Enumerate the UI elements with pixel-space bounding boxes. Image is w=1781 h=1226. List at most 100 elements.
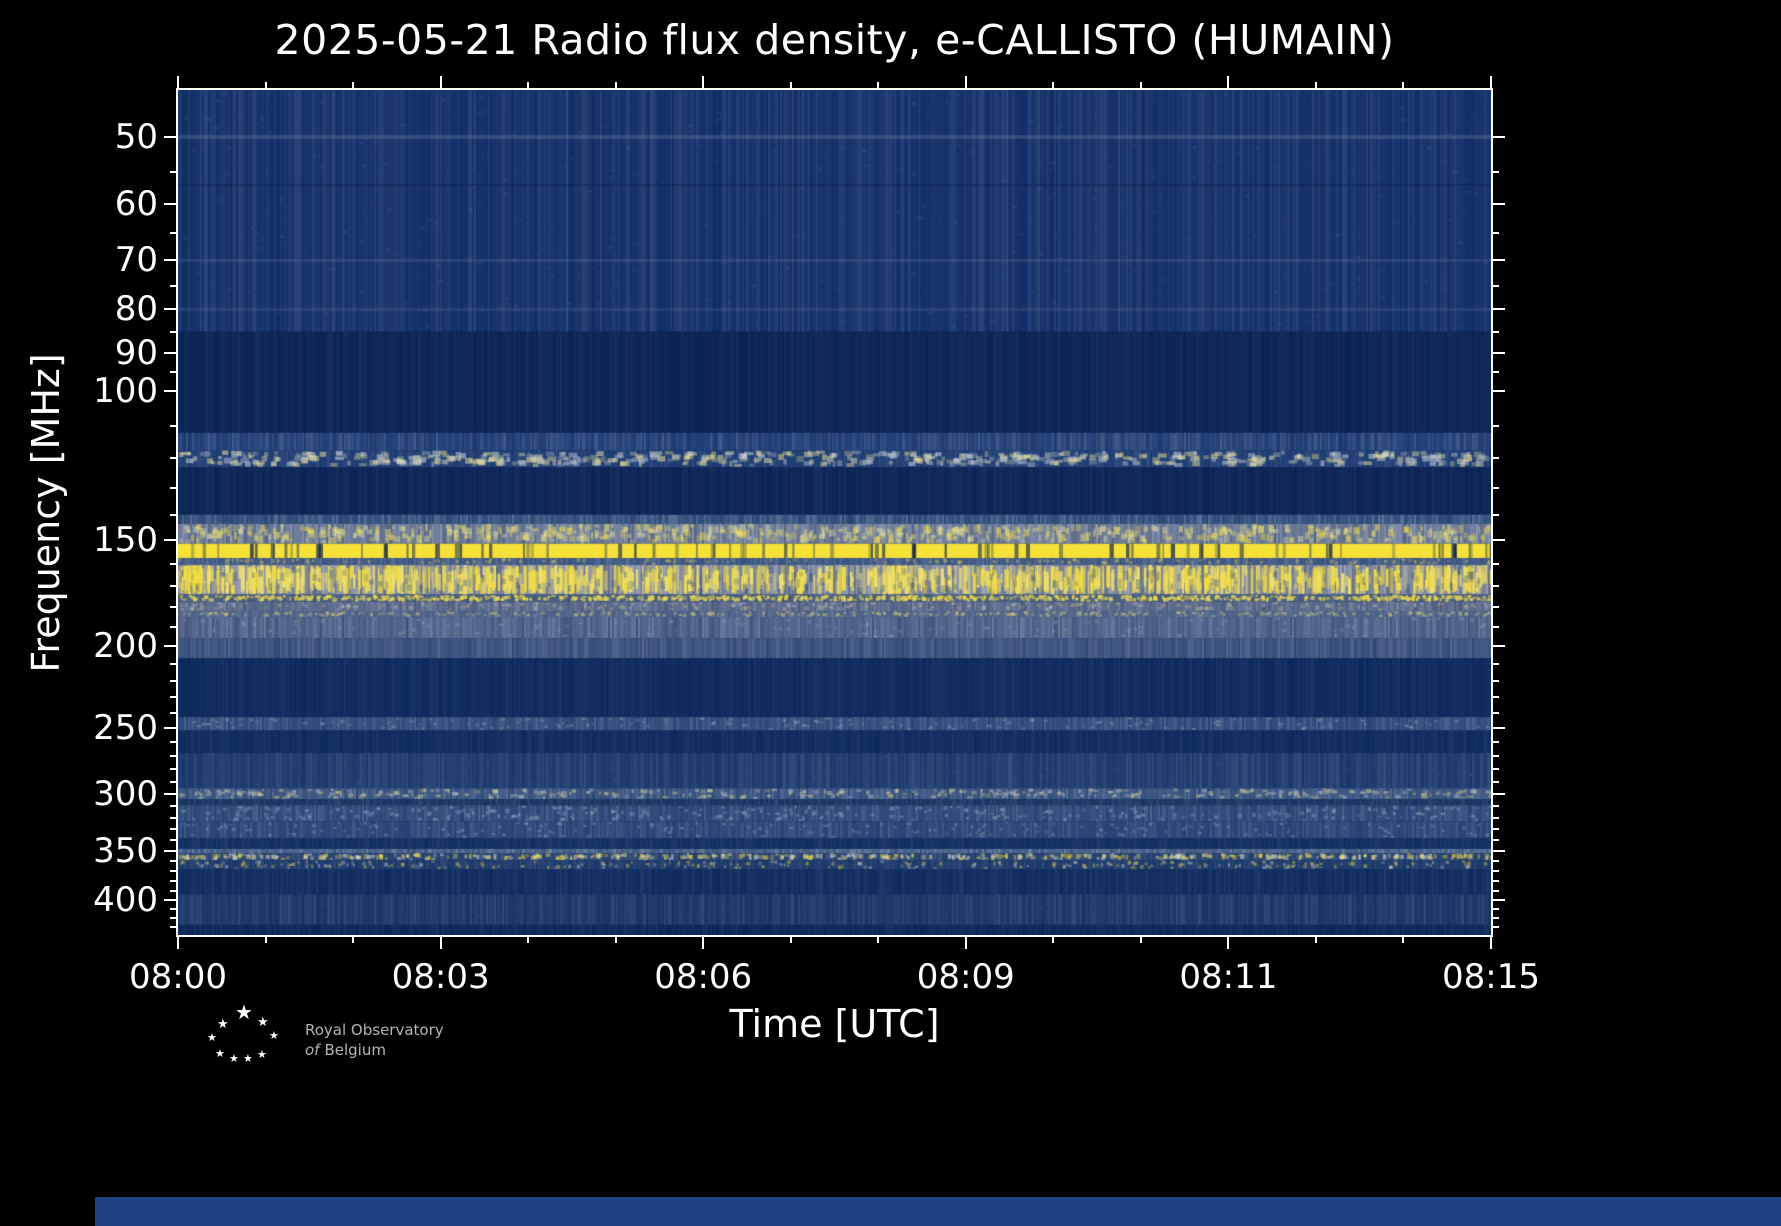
star-icon: ★ <box>235 1002 253 1022</box>
axis-tick <box>1491 768 1499 770</box>
x-tick-label: 08:00 <box>98 957 258 997</box>
axis-tick <box>1491 781 1499 783</box>
axis-tick <box>877 935 879 943</box>
axis-tick <box>1491 585 1499 587</box>
axis-tick <box>965 935 967 949</box>
y-tick-label: 80 <box>0 289 158 329</box>
axis-tick <box>1227 935 1229 949</box>
y-tick-label: 90 <box>0 333 158 373</box>
axis-tick <box>170 839 178 841</box>
x-tick-label: 08:03 <box>361 957 521 997</box>
axis-tick <box>1491 457 1499 459</box>
star-icon: ★ <box>257 1049 267 1060</box>
star-icon: ★ <box>215 1048 225 1059</box>
axis-tick <box>352 935 354 943</box>
spectrogram-canvas <box>178 90 1491 935</box>
axis-tick <box>1491 308 1505 310</box>
axis-tick <box>265 82 267 90</box>
axis-tick <box>1491 285 1499 287</box>
axis-tick <box>170 917 178 919</box>
axis-tick <box>170 828 178 830</box>
axis-tick <box>1490 935 1492 949</box>
axis-tick <box>170 741 178 743</box>
star-icon: ★ <box>229 1053 239 1064</box>
star-icon: ★ <box>207 1032 217 1043</box>
axis-tick <box>170 563 178 565</box>
axis-tick <box>170 663 178 665</box>
axis-tick <box>170 860 178 862</box>
axis-tick <box>1491 839 1499 841</box>
axis-tick <box>170 606 178 608</box>
star-icon: ★ <box>269 1030 279 1041</box>
axis-tick <box>170 487 178 489</box>
axis-tick <box>1491 899 1505 901</box>
axis-tick <box>1491 917 1499 919</box>
y-tick-label: 70 <box>0 240 158 280</box>
axis-tick <box>1491 696 1499 698</box>
axis-tick <box>164 259 178 261</box>
axis-tick <box>164 539 178 541</box>
axis-tick <box>1491 425 1499 427</box>
axis-tick <box>877 82 879 90</box>
axis-tick <box>1491 203 1505 205</box>
axis-tick <box>1491 371 1499 373</box>
axis-tick <box>1491 259 1505 261</box>
y-tick-label: 60 <box>0 184 158 224</box>
axis-tick <box>527 82 529 90</box>
axis-tick <box>170 768 178 770</box>
axis-tick <box>170 285 178 287</box>
axis-tick <box>1491 828 1499 830</box>
axis-tick <box>164 136 178 138</box>
axis-tick <box>965 76 967 90</box>
axis-tick <box>170 425 178 427</box>
axis-tick <box>1491 487 1499 489</box>
axis-tick <box>1491 514 1499 516</box>
rob-org-name: Royal Observatory <box>305 1021 444 1039</box>
y-tick-label: 400 <box>0 880 158 920</box>
axis-tick <box>177 76 179 90</box>
axis-tick <box>1052 935 1054 943</box>
axis-tick <box>790 935 792 943</box>
axis-tick <box>1491 880 1499 882</box>
axis-tick <box>1227 76 1229 90</box>
axis-tick <box>1402 82 1404 90</box>
axis-tick <box>1491 712 1499 714</box>
axis-tick <box>702 935 704 949</box>
axis-tick <box>164 203 178 205</box>
axis-tick <box>1491 390 1505 392</box>
axis-tick <box>352 82 354 90</box>
axis-tick <box>265 935 267 943</box>
y-tick-label: 100 <box>0 371 158 411</box>
axis-tick <box>170 371 178 373</box>
axis-tick <box>177 935 179 949</box>
chart-title: 2025-05-21 Radio flux density, e-CALLIST… <box>178 16 1491 64</box>
axis-tick <box>1491 926 1499 928</box>
axis-tick <box>170 712 178 714</box>
axis-tick <box>170 880 178 882</box>
y-tick-label: 200 <box>0 626 158 666</box>
axis-tick <box>164 793 178 795</box>
axis-tick <box>170 232 178 234</box>
axis-tick <box>440 76 442 90</box>
star-icon: ★ <box>243 1053 253 1064</box>
y-tick-label: 250 <box>0 708 158 748</box>
axis-tick <box>1491 727 1505 729</box>
x-tick-label: 08:11 <box>1148 957 1308 997</box>
axis-tick <box>1052 82 1054 90</box>
axis-tick <box>615 82 617 90</box>
axis-tick <box>1491 860 1499 862</box>
axis-tick <box>1491 645 1505 647</box>
bottom-banner <box>95 1197 1781 1226</box>
axis-tick <box>1140 82 1142 90</box>
axis-tick <box>170 696 178 698</box>
rob-logo-text: Royal Observatory of Belgium <box>305 1020 444 1060</box>
axis-tick <box>170 755 178 757</box>
axis-tick <box>170 626 178 628</box>
axis-tick <box>1491 817 1499 819</box>
axis-tick <box>1491 232 1499 234</box>
axis-tick <box>164 727 178 729</box>
axis-tick <box>1491 755 1499 757</box>
axis-tick <box>1491 870 1499 872</box>
axis-tick <box>1491 908 1499 910</box>
axis-tick <box>170 817 178 819</box>
